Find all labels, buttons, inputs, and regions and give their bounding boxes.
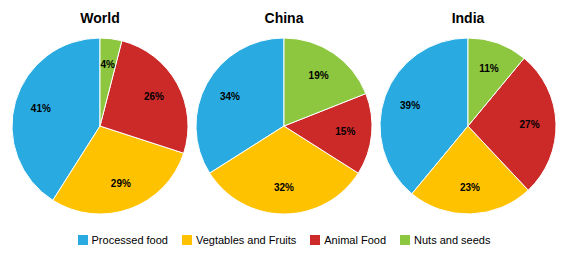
html-text:China: China: [264, 10, 304, 26]
svg-text:11%: 11%: [479, 63, 499, 74]
svg-text:29%: 29%: [111, 178, 131, 189]
svg-text:4%: 4%: [100, 59, 115, 70]
html-text:Nuts and seeds: Nuts and seeds: [414, 234, 491, 246]
svg-text:41%: 41%: [31, 103, 51, 114]
svg-text:23%: 23%: [460, 182, 480, 193]
svg-text:32%: 32%: [274, 182, 294, 193]
html-text:World: World: [80, 10, 120, 26]
html-text:India: India: [451, 10, 485, 26]
svg-text:19%: 19%: [309, 70, 329, 81]
svg-text:27%: 27%: [520, 119, 540, 130]
svg-text:34%: 34%: [220, 91, 240, 102]
html-text:Processed food: Processed food: [91, 234, 168, 246]
html-text:Animal Food: Animal Food: [324, 234, 386, 246]
svg-text:26%: 26%: [144, 91, 164, 102]
html-text:Vegtables and Fruits: Vegtables and Fruits: [196, 234, 297, 246]
svg-text:15%: 15%: [335, 126, 355, 137]
svg-text:39%: 39%: [400, 100, 420, 111]
